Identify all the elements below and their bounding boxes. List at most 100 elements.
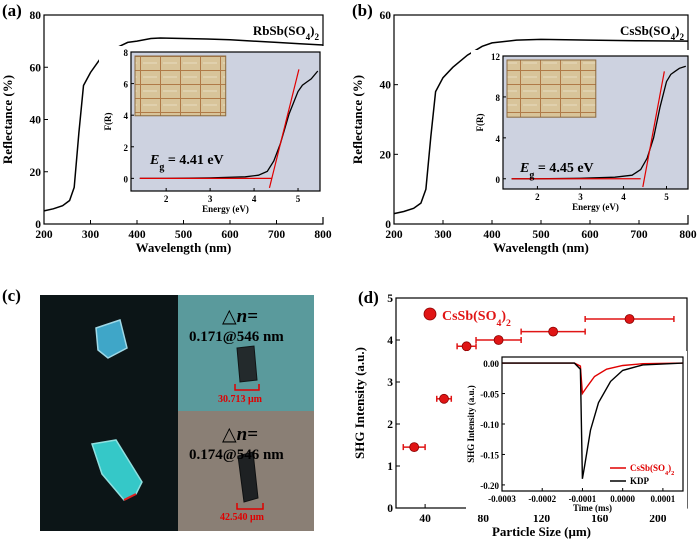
inset-xtick-label: 5 <box>664 192 669 202</box>
main-xtick-label: 600 <box>221 229 239 241</box>
panel-label-c: (c) <box>2 286 21 305</box>
inset-ylabel: F(R) <box>103 113 113 131</box>
compound-label-sub: 2 <box>679 32 684 42</box>
main-ylabel: Reflectance (%) <box>350 75 365 164</box>
inset-ytick-label: 4 <box>496 134 501 144</box>
inset-legend-label-part: ) <box>668 463 671 473</box>
compound-label-part: CsSb(SO <box>620 23 671 38</box>
inset-ytick-label: 8 <box>124 48 129 58</box>
inset-xtick-label: 2 <box>164 194 169 204</box>
crystal-bottom-edge <box>123 493 137 501</box>
compound-label: CsSb(SO4)2 <box>620 23 684 42</box>
main-ytick-label: 80 <box>30 10 42 22</box>
inset-xlabel: Energy (eV) <box>202 204 249 214</box>
inset-legend-label-sub: 4 <box>665 470 669 477</box>
compound-label: RbSb(SO4)2 <box>253 23 320 42</box>
panel-a: 200 300 400 500 600 700 800020406080Wavelength… <box>0 10 332 255</box>
legend-label-sub: 2 <box>506 318 511 329</box>
main-xlabel: Particle Size (μm) <box>492 524 591 539</box>
legend-marker <box>423 307 437 321</box>
inset-xtick-label: 2 <box>535 192 540 202</box>
panel-c: △n= 0.171@546 nm 30.713 μm △n= 0.174@546… <box>40 295 314 531</box>
band-gap-symbol: E <box>149 153 159 168</box>
compound-label-part: ) <box>310 23 314 38</box>
delta-n-top: △n= <box>222 306 258 327</box>
main-ylabel: Reflectance (%) <box>0 75 15 164</box>
inset-legend-label-sub: 2 <box>671 470 674 477</box>
inset-xtick-label: 4 <box>621 192 626 202</box>
scale-label-top: 30.713 μm <box>218 394 263 405</box>
inset-xtick-label: 5 <box>296 194 301 204</box>
main-xlabel: Wavelength (nm) <box>493 240 589 255</box>
main-ytick-label: 60 <box>30 62 42 74</box>
main-ytick-label: 0 <box>385 219 391 231</box>
main-xtick-label: 200 <box>35 229 53 241</box>
crystal-photo <box>506 59 597 118</box>
legend-label-part: CsSb(SO <box>442 309 497 324</box>
inset-legend-label: CsSb(SO4)2 <box>630 463 674 477</box>
inset-ytick-label: 0 <box>496 175 501 185</box>
main-xtick-label: 400 <box>483 229 501 241</box>
main-xtick-label: 200 <box>385 229 403 241</box>
main-xtick-label: 300 <box>434 229 452 241</box>
main-ytick-label: 40 <box>30 115 42 127</box>
main-xtick-label: 800 <box>679 229 697 241</box>
inset-xtick-label: 4 <box>252 194 257 204</box>
main-ytick-label: 1 <box>387 461 393 473</box>
inset-xtick-label: -0.0002 <box>528 494 556 504</box>
main-ytick-label: 4 <box>387 335 393 347</box>
main-xtick-label: 700 <box>268 229 286 241</box>
compound-label-part: RbSb(SO <box>253 23 306 38</box>
inset-legend-label: KDP <box>630 476 650 486</box>
inset-xtick-label: 3 <box>208 194 213 204</box>
inset-ytick-label: 8 <box>496 93 501 103</box>
data-point <box>624 314 635 324</box>
band-gap-subscript: g <box>159 162 164 173</box>
kubelka-munk-curve <box>139 70 319 180</box>
inset-ytick-label: 2 <box>124 143 129 153</box>
delta-n-value-top: 0.171@546 nm <box>189 329 284 345</box>
main-ytick-label: 0 <box>387 503 393 515</box>
band-gap-symbol: E <box>519 161 529 176</box>
inset-xlabel: Energy (eV) <box>572 202 619 212</box>
data-point <box>439 393 449 404</box>
main-xtick-label: 200 <box>649 513 667 525</box>
main-xtick-label: 160 <box>591 513 609 525</box>
inset-ytick-label: 0.00 <box>483 359 499 369</box>
main-xtick-label: 120 <box>533 513 551 525</box>
main-ytick-label: 5 <box>387 293 393 305</box>
data-point <box>461 341 472 352</box>
main-ytick-label: 40 <box>380 80 392 92</box>
inset-xlabel: Time (ms) <box>573 503 612 513</box>
main-xtick-label: 800 <box>314 229 332 241</box>
compound-label-part: ) <box>675 23 679 38</box>
data-point <box>493 335 504 345</box>
inset-legend-label-part: CsSb(SO <box>630 463 665 473</box>
shg-trace <box>502 362 684 396</box>
main-xtick-label: 700 <box>630 229 648 241</box>
inset-background <box>466 351 687 515</box>
delta-n-bottom: △n= <box>222 424 258 445</box>
compound-label-sub: 2 <box>314 32 319 42</box>
main-ytick-label: 2 <box>387 419 393 431</box>
main-xtick-label: 80 <box>478 513 490 525</box>
crystal-bottom-right <box>237 451 259 503</box>
delta-n-value-bottom: 0.174@546 nm <box>189 447 284 463</box>
scale-bar-top <box>234 384 260 391</box>
inset-xtick-label: -0.0003 <box>488 494 516 504</box>
main-xtick-label: 500 <box>532 229 550 241</box>
inset-ylabel: F(R) <box>475 114 485 132</box>
inset-ylabel: SHG Intensity (a.u.) <box>466 385 476 463</box>
legend-label: CsSb(SO4)2 <box>442 309 511 329</box>
inset-ytick-label: 4 <box>124 111 129 121</box>
inset-ytick-label: -0.05 <box>480 390 499 400</box>
band-gap-label: Eg = 4.45 eV <box>519 161 594 181</box>
main-xtick-label: 300 <box>82 229 100 241</box>
inset-ytick-label: 0 <box>124 174 129 184</box>
reflectance-curve <box>43 37 324 212</box>
main-xtick-label: 600 <box>581 229 599 241</box>
legend-label-sub: 4 <box>496 318 501 329</box>
inset-xtick-label: 0.0000 <box>610 494 635 504</box>
